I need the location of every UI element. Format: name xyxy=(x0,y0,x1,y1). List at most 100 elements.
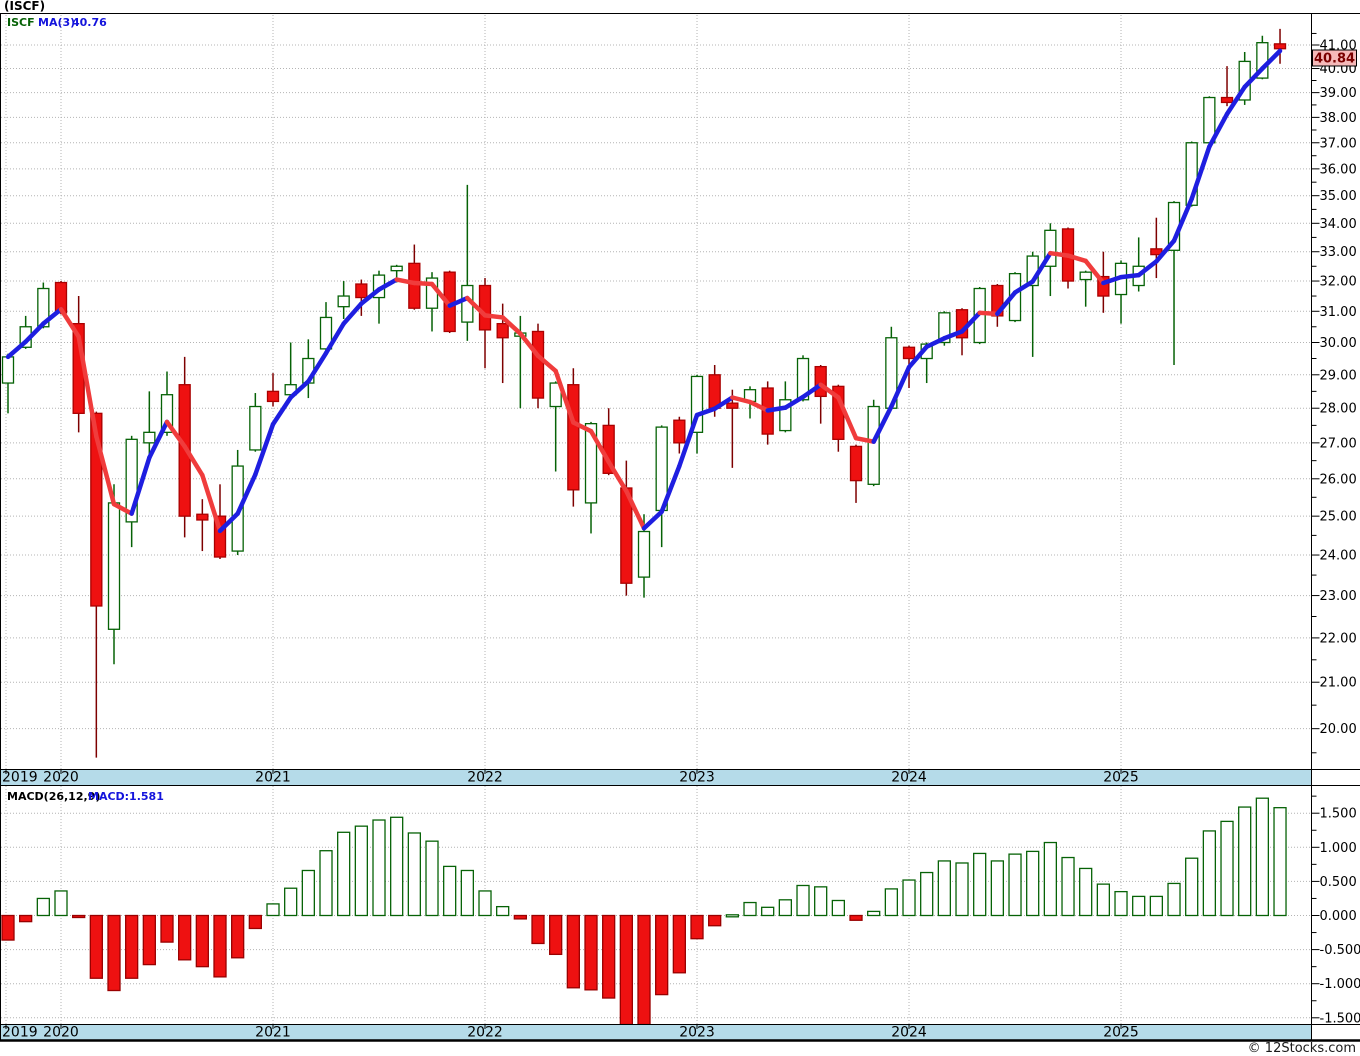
ma-segment xyxy=(588,428,611,465)
macd-bar xyxy=(301,869,315,917)
year-label: 2021 xyxy=(255,770,291,786)
candle-body xyxy=(107,502,121,630)
candle-body xyxy=(355,283,368,299)
ma-segment xyxy=(5,339,28,360)
macd-bar xyxy=(1220,820,1234,917)
ma-segment xyxy=(624,488,647,531)
candle-body xyxy=(1220,96,1234,104)
macd-bar xyxy=(1273,807,1287,917)
macd-bar xyxy=(743,901,757,917)
macd-bar xyxy=(160,914,174,943)
macd-bar xyxy=(195,914,209,968)
candles xyxy=(1,28,1287,758)
macd-bar xyxy=(266,903,280,917)
macd-bar xyxy=(672,914,686,974)
ma-segment xyxy=(217,511,240,534)
ma-segment xyxy=(571,420,594,434)
candle-body xyxy=(1185,142,1198,206)
candle-body xyxy=(143,431,156,444)
macd-bar xyxy=(89,914,103,979)
candle-body xyxy=(266,390,280,403)
price-axis-label: 36.00 xyxy=(1320,162,1357,177)
ma-segment xyxy=(429,281,452,308)
current-price-value: 40.84 xyxy=(1314,52,1355,67)
candle-body xyxy=(496,322,509,339)
ma-segment xyxy=(694,406,717,418)
price-axis: 41.0040.0039.0038.0037.0036.0035.0034.00… xyxy=(1311,32,1357,754)
macd-bar xyxy=(1114,890,1128,917)
ma-line xyxy=(5,48,1283,534)
macd-bar xyxy=(372,819,386,917)
macd-bar xyxy=(602,914,616,999)
xaxis-bands: 2019 2019 2020 2020 2021 2021 2022 2022 2023 2023… xyxy=(0,770,1312,1041)
ma-segment xyxy=(818,382,841,400)
macd-bar xyxy=(1008,853,1022,917)
macd-bar xyxy=(637,914,651,1026)
year-label: 2025 xyxy=(1103,1025,1139,1041)
ma-segment xyxy=(1065,253,1088,264)
macd-bar xyxy=(937,860,952,917)
year-label: 2019 xyxy=(2,1025,38,1041)
year-label: 2024 xyxy=(891,770,927,786)
price-axis-label: 39.00 xyxy=(1320,86,1357,101)
macd-bar xyxy=(725,914,739,918)
year-label: 2022 xyxy=(467,770,503,786)
ma-segment xyxy=(76,334,99,439)
candle-body xyxy=(567,384,580,491)
ma-segment xyxy=(606,459,629,494)
candle-body xyxy=(902,346,916,360)
candle-body xyxy=(196,513,209,521)
macd-bar xyxy=(1185,857,1199,917)
macd-bar xyxy=(1026,850,1040,917)
ma-segment xyxy=(41,306,64,326)
ma-segment xyxy=(182,444,205,478)
macd-bar xyxy=(761,906,775,917)
ma-segment xyxy=(376,277,399,292)
copyright: © 12Stocks.com xyxy=(1247,1041,1356,1056)
candle-body xyxy=(867,405,880,485)
candle-body xyxy=(531,330,545,399)
ma-segment xyxy=(1189,144,1212,202)
macd-bar xyxy=(796,884,810,917)
ma-segment xyxy=(1260,48,1283,71)
macd-bar xyxy=(1202,830,1217,917)
macd-bar xyxy=(584,914,598,991)
ma-segment xyxy=(500,315,523,336)
macd-bar xyxy=(213,914,227,978)
ma-segment xyxy=(94,434,117,507)
macd-legend-value: MACD:1.581 xyxy=(88,790,164,803)
ma-segment xyxy=(730,395,753,405)
candle-body xyxy=(584,422,598,504)
legend-ma-value: 40.76 xyxy=(72,16,107,29)
ma-segment xyxy=(906,344,929,370)
candle-body xyxy=(1044,229,1057,267)
page-title: (ISCF) xyxy=(4,0,46,13)
macd-bar xyxy=(531,914,545,945)
macd-bar xyxy=(72,914,86,919)
ma-segment xyxy=(147,419,170,460)
ma-segment xyxy=(200,472,223,534)
price-axis-label: 35.00 xyxy=(1320,189,1357,204)
price-axis-label: 30.00 xyxy=(1320,336,1357,351)
candle-body xyxy=(549,382,562,408)
ma-segment xyxy=(836,395,859,441)
macd-bar xyxy=(142,914,156,966)
macd-histogram xyxy=(1,797,1287,1026)
ma-segment xyxy=(1083,258,1106,286)
price-axis-label: 37.00 xyxy=(1320,136,1357,151)
year-label: 2021 xyxy=(255,1025,291,1041)
macd-bar xyxy=(1149,895,1164,917)
macd-bar xyxy=(884,888,898,917)
ma-segment xyxy=(1030,250,1053,284)
macd-bar xyxy=(920,871,934,917)
ma-segment xyxy=(924,336,947,350)
price-axis-label: 25.00 xyxy=(1320,510,1357,525)
candle-body xyxy=(673,419,686,444)
ma-segment xyxy=(977,310,1000,317)
ma-segment xyxy=(1207,111,1230,149)
ma-segment xyxy=(1101,274,1124,286)
ma-segment xyxy=(535,353,558,374)
price-axis-label: 23.00 xyxy=(1320,589,1357,604)
macd-axis-label: 0.500 xyxy=(1320,875,1357,890)
